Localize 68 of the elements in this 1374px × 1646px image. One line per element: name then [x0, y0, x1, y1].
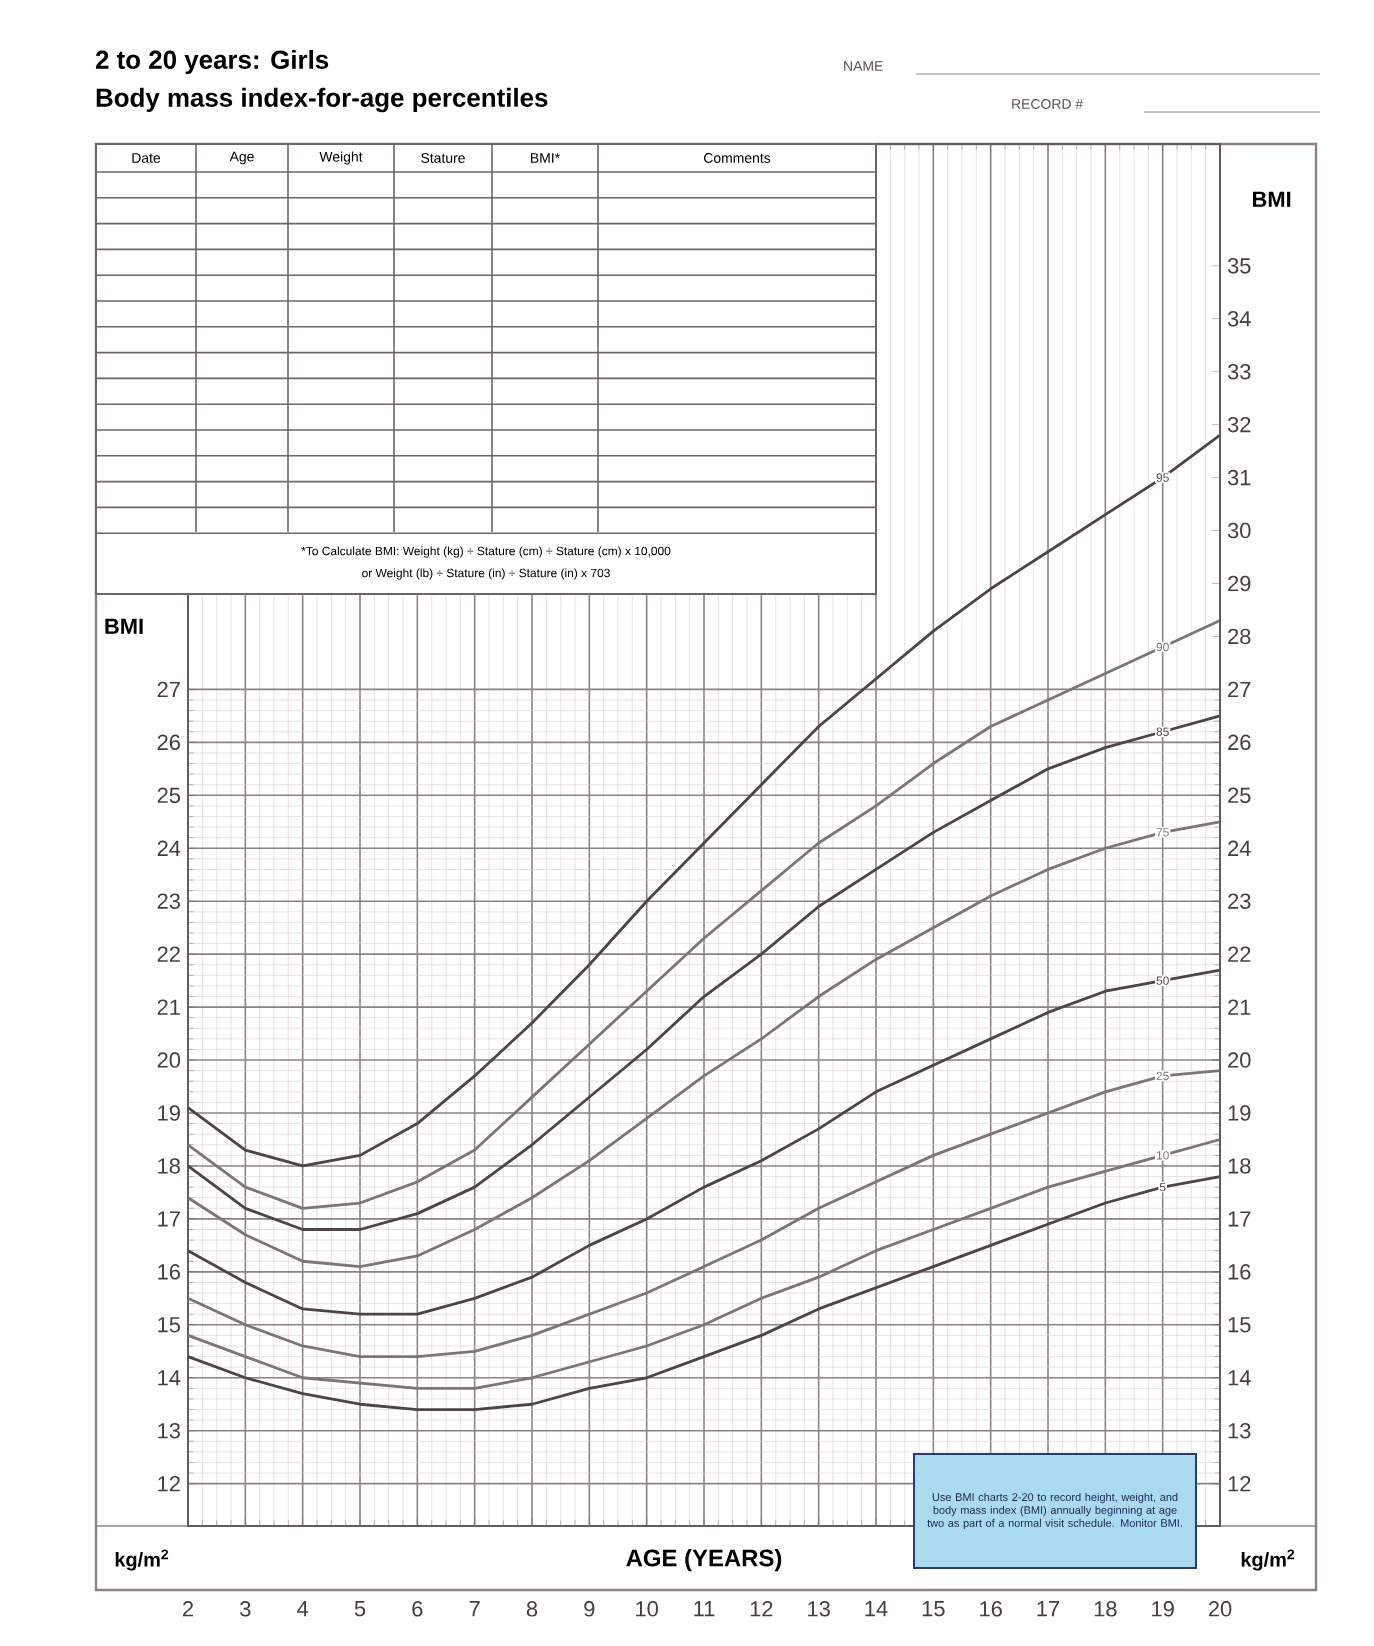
x-tick-label: 18 [1094, 1601, 1117, 1617]
y2-tick-label: 15 [1228, 1317, 1251, 1333]
y-tick-label: 17 [158, 1211, 180, 1227]
y2-tick-label: 19 [1228, 1105, 1251, 1121]
x-tick-label: 16 [980, 1601, 1002, 1617]
x-tick-label: 17 [1037, 1601, 1060, 1617]
y2-tick-label: 35 [1227, 258, 1251, 274]
x-tick-label: 5 [354, 1601, 366, 1617]
y2-tick-label: 32 [1227, 416, 1251, 433]
x-tick-label: 14 [865, 1601, 888, 1617]
line-series [186, 820, 1222, 1268]
chart-subtitle: Body mass index-for-age percentiles [96, 87, 548, 113]
y-tick-label: 18 [158, 1158, 180, 1174]
y2-tick-label: 33 [1227, 363, 1251, 380]
x-tick-label: 7 [469, 1601, 480, 1617]
y2-tick-label: 18 [1228, 1158, 1251, 1174]
y-tick-label: 20 [157, 1052, 181, 1068]
y2-tick-label: 23 [1228, 893, 1251, 909]
y-tick-label: 25 [157, 787, 181, 804]
y2-tick-label: 29 [1228, 575, 1251, 592]
x-tick-label: 4 [297, 1601, 309, 1617]
y2-tick-label: 14 [1228, 1370, 1251, 1386]
y2-tick-label: 27 [1228, 681, 1251, 698]
y2-tick-label: 28 [1228, 628, 1251, 645]
y-tick-label: 19 [158, 1105, 180, 1121]
y2-tick-label: 24 [1228, 840, 1251, 856]
y-tick-label: 22 [157, 946, 180, 962]
x-tick-label: 9 [584, 1601, 595, 1617]
x-tick-label: 3 [240, 1601, 251, 1617]
y-tick-label: 27 [157, 681, 180, 698]
y-tick-label: 26 [157, 734, 180, 751]
text: kg/m$^{2}$ [1241, 1549, 1295, 1571]
y-tick-label: 16 [158, 1264, 180, 1280]
y-tick-label: 24 [157, 840, 181, 856]
x-tick-label: 6 [412, 1601, 423, 1617]
x-tick-label: 11 [694, 1601, 715, 1617]
y2-tick-label: 31 [1227, 469, 1251, 486]
x-tick-label: 10 [636, 1601, 658, 1617]
text: kg/m$^{2}$ [115, 1549, 169, 1571]
y2-tick-label: 22 [1228, 946, 1251, 962]
y-tick-label: 15 [158, 1317, 181, 1333]
line-series [186, 968, 1222, 1316]
y-tick-label: 12 [158, 1476, 180, 1492]
x-tick-label: 20 [1208, 1601, 1232, 1617]
y2-tick-label: 16 [1228, 1264, 1251, 1280]
x-tick-label: 19 [1152, 1601, 1174, 1617]
y2-tick-label: 20 [1228, 1052, 1251, 1068]
y-tick-label: 14 [158, 1370, 181, 1386]
y-tick-label: 23 [157, 893, 180, 909]
y2-tick-label: 21 [1228, 999, 1251, 1015]
y2-tick-label: 13 [1228, 1422, 1251, 1439]
y2-tick-label: 12 [1228, 1476, 1251, 1492]
y-tick-label: 13 [158, 1422, 180, 1439]
x-tick-label: 13 [808, 1601, 830, 1617]
y2-tick-label: 25 [1228, 787, 1251, 804]
x-axis-title: AGE (YEARS) [626, 1548, 782, 1572]
y2-tick-label: 26 [1228, 734, 1251, 751]
y-tick-label: 21 [157, 999, 180, 1015]
y-axis-title: BMI [105, 618, 143, 634]
y2-tick-label: 30 [1227, 522, 1251, 539]
x-tick-label: 12 [750, 1601, 773, 1617]
y2-tick-label: 17 [1228, 1211, 1251, 1227]
x-tick-label: 2 [183, 1601, 193, 1617]
x-tick-label: 15 [922, 1601, 945, 1617]
y2-tick-label: 34 [1227, 311, 1251, 327]
y2-axis-title: BMI [1253, 191, 1291, 207]
x-tick-label: 8 [526, 1601, 538, 1617]
chart-title: 2 to 20 years: Girls [95, 49, 329, 75]
